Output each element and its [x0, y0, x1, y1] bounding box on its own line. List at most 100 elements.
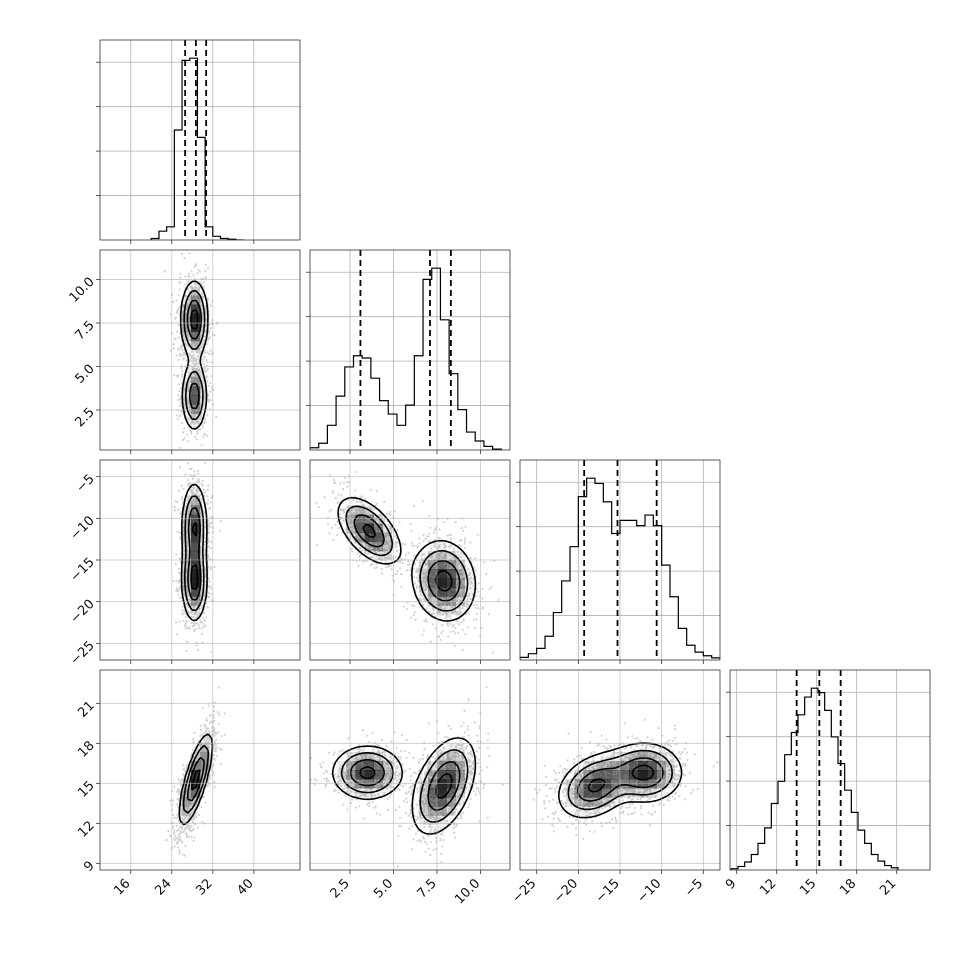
- density-cell: [437, 578, 447, 588]
- contour-line-1: [190, 522, 199, 591]
- density-cell: [364, 541, 374, 552]
- density-cell: [382, 751, 393, 762]
- density-cell: [200, 560, 210, 570]
- density-cell: [464, 587, 474, 597]
- y-tick-label: −10: [68, 513, 98, 543]
- density-cell: [200, 751, 210, 762]
- density-cell: [446, 770, 456, 780]
- histogram-step-line: [150, 57, 244, 240]
- x-tick-label: −25: [509, 876, 539, 906]
- x-tick-label: 5.0: [371, 876, 396, 901]
- density-cell: [190, 779, 201, 789]
- contour-line-3: [340, 749, 469, 823]
- histogram-panel-2: [516, 459, 721, 661]
- density-cell: [364, 514, 374, 524]
- y-tick-label: −15: [68, 555, 98, 585]
- density-cell: [620, 797, 629, 806]
- density-cell: [200, 386, 209, 395]
- density-cell: [428, 550, 438, 561]
- histogram-panel-3: [726, 669, 931, 871]
- contour-line-3: [183, 290, 206, 421]
- x-tick-label: 24: [152, 876, 174, 898]
- density-cell: [200, 578, 210, 588]
- density-cell: [364, 532, 374, 543]
- density-cell: [455, 742, 465, 753]
- density-cell: [391, 770, 402, 780]
- density-cell: [610, 751, 621, 762]
- scatter-panel-0-2: [99, 459, 301, 661]
- density-cell: [419, 587, 429, 597]
- density-cell: [656, 770, 666, 780]
- density-cell: [190, 550, 201, 561]
- density-cell: [181, 322, 192, 333]
- density-cell: [583, 797, 594, 807]
- density-cell: [610, 760, 621, 771]
- density-cell: [419, 569, 429, 579]
- density-cell: [373, 770, 384, 780]
- density-cell: [190, 386, 201, 396]
- density-cell: [355, 514, 365, 524]
- density-cell: [190, 487, 201, 497]
- density-cell: [410, 806, 419, 815]
- density-cell: [364, 779, 374, 789]
- contour-line-3: [567, 749, 673, 811]
- density-cell: [428, 605, 438, 615]
- density-cell: [638, 779, 648, 789]
- contour-line-1: [362, 523, 453, 592]
- contour-line-2: [187, 757, 205, 802]
- density-cell: [191, 359, 200, 368]
- density-cell: [428, 569, 438, 579]
- density-cell: [190, 532, 201, 543]
- panel-frame: [99, 669, 301, 871]
- density-cell: [592, 806, 603, 816]
- density-cell: [346, 760, 356, 771]
- contour-line-1: [587, 764, 655, 793]
- density-cell: [437, 751, 447, 762]
- density-cell: [620, 779, 630, 789]
- density-cell: [346, 505, 356, 515]
- density-cell: [629, 779, 639, 789]
- density-cell: [200, 587, 209, 596]
- density-cell: [437, 779, 447, 789]
- density-cell: [181, 523, 192, 534]
- density-cell: [638, 770, 648, 780]
- density-cell: [446, 751, 456, 762]
- density-cell: [455, 569, 465, 579]
- density-cell: [647, 770, 657, 780]
- y-tick-label: −25: [68, 638, 98, 668]
- density-cell: [190, 331, 201, 342]
- scatter-panel-0-3: [99, 669, 301, 871]
- density-cell: [419, 815, 429, 825]
- contour-line-2: [186, 299, 203, 410]
- density-cell: [601, 788, 612, 798]
- density-cell: [355, 751, 365, 762]
- histogram-panel-1: [306, 249, 511, 451]
- density-cell: [428, 578, 438, 588]
- density-cell: [190, 350, 201, 360]
- histogram-step-line: [730, 687, 899, 870]
- density-cell: [610, 779, 621, 789]
- density-cell: [410, 797, 419, 806]
- density-cell: [583, 779, 594, 789]
- density-cell: [364, 523, 374, 534]
- density-cell: [200, 533, 209, 542]
- density-cell: [346, 514, 356, 524]
- density-cell: [181, 560, 192, 570]
- density-cell: [620, 788, 630, 798]
- density-cell: [437, 806, 447, 816]
- density-cell: [200, 569, 210, 579]
- density-cell: [190, 514, 201, 524]
- density-cell: [373, 788, 384, 798]
- scatter-panel-2-3: [519, 669, 721, 871]
- panel-frame: [309, 249, 511, 451]
- density-cell: [200, 551, 209, 560]
- density-cell: [373, 532, 384, 543]
- density-cell: [190, 313, 201, 324]
- density-cell: [601, 797, 612, 807]
- density-cell: [446, 797, 456, 807]
- y-tick-label: 5.0: [72, 362, 97, 387]
- histogram-step-line: [520, 477, 720, 660]
- density-cell: [181, 569, 192, 579]
- density-cell: [200, 542, 209, 551]
- density-cell: [419, 578, 429, 588]
